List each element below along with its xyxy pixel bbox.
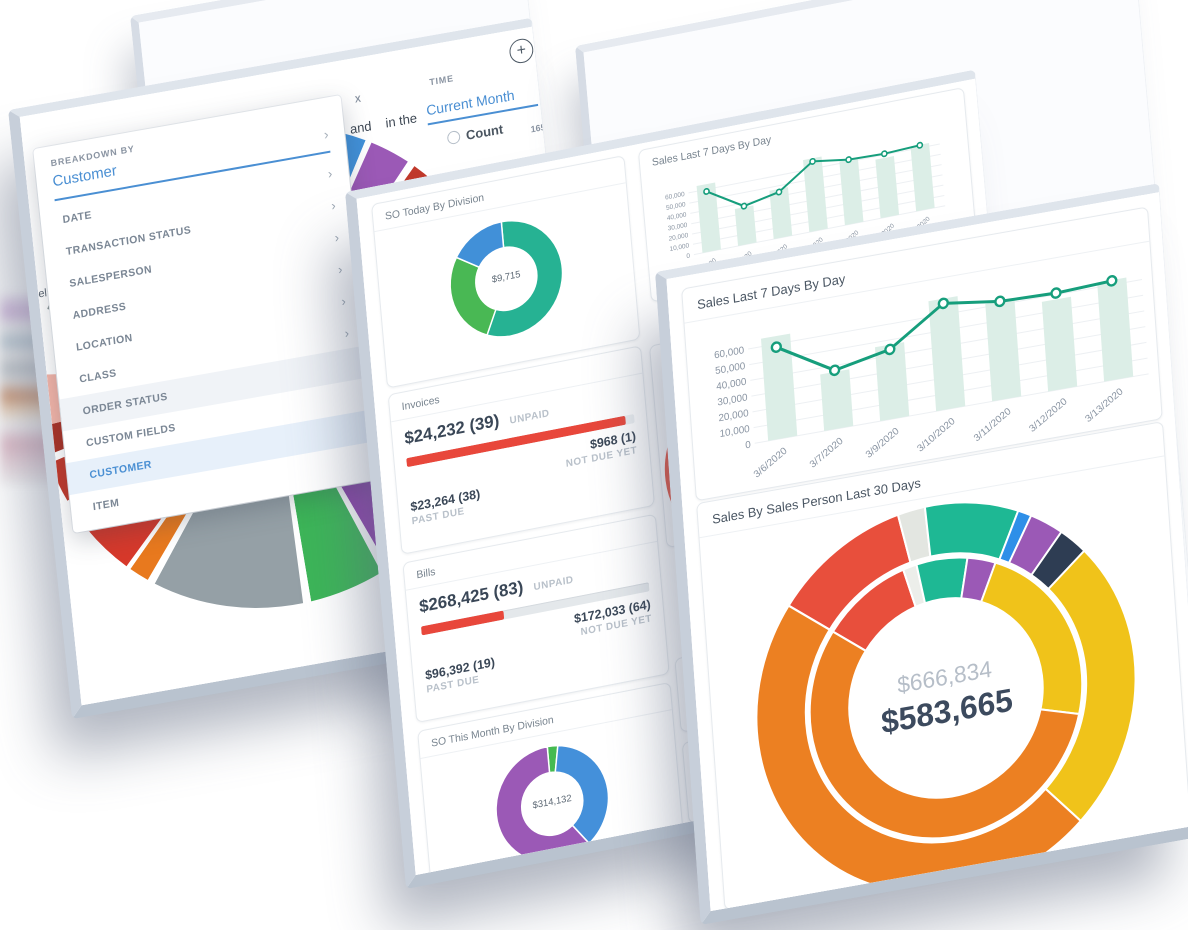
svg-text:20,000: 20,000 — [718, 408, 749, 424]
menu-item-label: SALESPERSON — [68, 263, 153, 290]
svg-text:3/11/2020: 3/11/2020 — [972, 406, 1014, 444]
menu-item-label: ITEM — [92, 496, 120, 514]
svg-text:10,000: 10,000 — [719, 424, 750, 440]
breakdown-menu: DATE › TRANSACTION STATUS › SALESPERSON › ADDR… — [39, 150, 381, 533]
svg-text:30,000: 30,000 — [717, 392, 748, 408]
svg-text:60,000: 60,000 — [665, 191, 685, 202]
x-column-label: X — [354, 93, 363, 105]
svg-text:3/12/2020: 3/12/2020 — [1027, 396, 1069, 435]
svg-text:3/10/2020: 3/10/2020 — [916, 416, 958, 455]
svg-text:0: 0 — [745, 439, 752, 451]
menu-item-label: CLASS — [78, 367, 118, 386]
svg-text:50,000: 50,000 — [666, 201, 686, 212]
so-today-card: SO Today By Division $9,715 — [371, 155, 641, 389]
svg-text:3/13/2020: 3/13/2020 — [1083, 386, 1125, 425]
time-label: TIME — [428, 73, 455, 88]
invoices-unpaid-label: UNPAID — [509, 408, 551, 427]
breakdown-dropdown: BREAKDOWN BY Customer › DATE › TRANSACTION… — [33, 95, 381, 534]
salesperson-card: Sales By Sales Person Last 30 Days $666,… — [696, 421, 1188, 911]
svg-text:50,000: 50,000 — [715, 361, 746, 377]
chevron-right-icon: › — [322, 125, 330, 143]
count-checkbox-icon[interactable] — [446, 129, 461, 146]
chevron-right-icon: › — [327, 165, 334, 181]
sales-line-chart: 0 10,000 20,000 30,000 40,000 50,000 60,000 3/6… — [689, 246, 1158, 495]
menu-item-label: CUSTOMER — [88, 458, 153, 482]
svg-text:0: 0 — [686, 253, 691, 261]
chevron-right-icon: › — [340, 292, 347, 309]
svg-text:3/6/2020: 3/6/2020 — [752, 445, 790, 480]
menu-item-label: DATE — [62, 209, 93, 227]
menu-item-label: ADDRESS — [72, 300, 127, 322]
menu-item-label: ORDER STATUS — [82, 390, 169, 418]
svg-text:30,000: 30,000 — [668, 222, 688, 233]
menu-item-label: LOCATION — [75, 331, 134, 354]
chevron-right-icon: › — [343, 324, 351, 341]
sales-dashboard-panel: Sales Last 7 Days By Day 0 10,000 20,000 30… — [655, 183, 1188, 925]
svg-text:40,000: 40,000 — [716, 377, 747, 393]
add-widget-icon[interactable]: + — [508, 36, 535, 66]
chevron-right-icon: › — [330, 197, 337, 213]
svg-text:60,000: 60,000 — [714, 345, 745, 361]
invoices-past-due-block: $23,264 (38) PAST DUE — [410, 487, 482, 528]
svg-text:10,000: 10,000 — [669, 242, 689, 253]
invoices-not-due-block: $968 (1) NOT DUE YET — [564, 429, 637, 470]
so-today-donut-chart — [440, 205, 573, 353]
sales-chart-card: Sales Last 7 Days By Day 0 10,000 20,000 30… — [681, 206, 1163, 502]
svg-text:3/7/2020: 3/7/2020 — [808, 435, 846, 470]
svg-text:3/9/2020: 3/9/2020 — [864, 426, 902, 461]
svg-text:20,000: 20,000 — [668, 232, 688, 243]
chevron-right-icon: › — [337, 260, 344, 277]
bills-past-due-block: $96,392 (19) PAST DUE — [425, 655, 497, 696]
svg-text:40,000: 40,000 — [667, 211, 687, 222]
bills-unpaid-label: UNPAID — [533, 574, 575, 594]
edge-partial-text: 165 — [530, 121, 546, 135]
chevron-right-icon: › — [333, 228, 341, 245]
